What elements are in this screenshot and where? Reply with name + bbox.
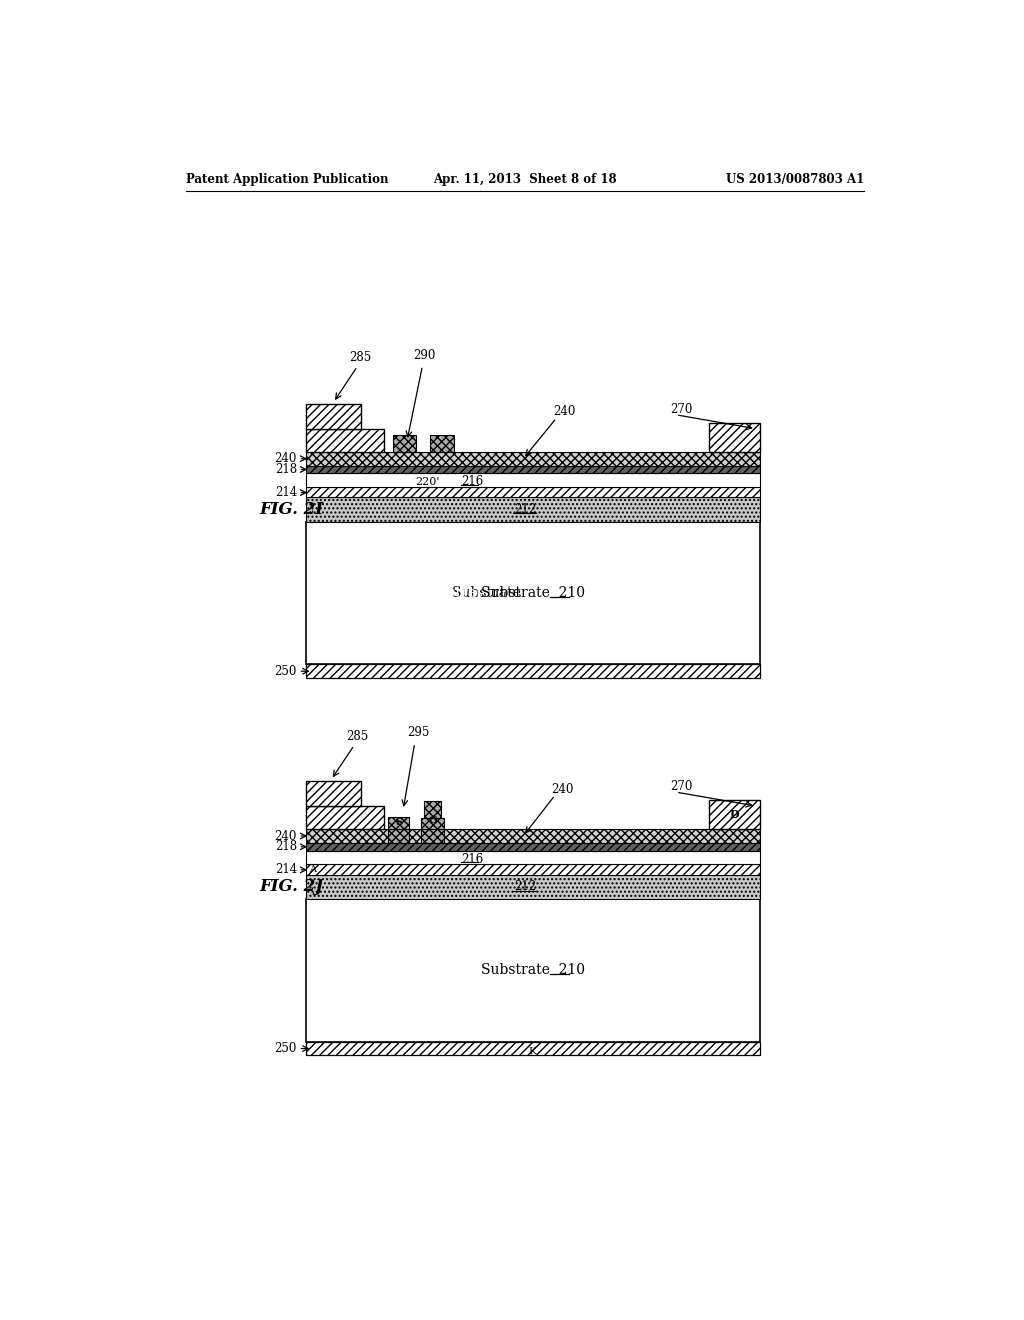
Text: 216: 216 — [461, 475, 483, 488]
Text: K: K — [528, 1047, 537, 1056]
Text: Substrate  210: Substrate 210 — [481, 586, 585, 601]
Text: 218: 218 — [274, 841, 297, 853]
Bar — [430, 434, 454, 451]
Bar — [306, 429, 384, 451]
Text: 214: 214 — [274, 486, 297, 499]
Text: Substrate: Substrate — [452, 586, 525, 601]
Bar — [306, 521, 760, 664]
Text: A: A — [308, 865, 315, 874]
Text: Substrate  210: Substrate 210 — [421, 586, 525, 601]
Bar — [306, 899, 760, 1041]
Text: FIG. 2I: FIG. 2I — [260, 502, 324, 517]
Bar — [421, 829, 444, 843]
Text: 250: 250 — [274, 1041, 297, 1055]
Bar — [306, 466, 760, 474]
Bar — [306, 664, 760, 678]
Text: 216: 216 — [461, 853, 483, 866]
Text: Apr. 11, 2013  Sheet 8 of 18: Apr. 11, 2013 Sheet 8 of 18 — [433, 173, 616, 186]
Text: 212: 212 — [514, 503, 536, 516]
Bar — [388, 829, 410, 843]
Text: 270: 270 — [671, 403, 693, 416]
Bar — [306, 498, 760, 521]
Bar — [306, 404, 360, 429]
Text: G: G — [428, 816, 437, 825]
Bar — [306, 875, 760, 899]
Text: 285: 285 — [349, 351, 372, 364]
Bar — [393, 434, 417, 451]
Text: D: D — [729, 809, 739, 820]
Bar — [306, 474, 760, 487]
Bar — [710, 422, 760, 451]
Text: 285: 285 — [346, 730, 369, 743]
Text: 270: 270 — [671, 780, 693, 793]
Bar — [388, 817, 410, 829]
Text: FIG. 2J: FIG. 2J — [260, 878, 324, 895]
Bar — [306, 843, 760, 850]
Text: Patent Application Publication: Patent Application Publication — [186, 173, 389, 186]
Bar — [306, 829, 760, 843]
Text: 240: 240 — [274, 453, 297, 465]
Text: US 2013/0087803 A1: US 2013/0087803 A1 — [726, 173, 864, 186]
Bar — [421, 818, 444, 829]
Text: 212: 212 — [514, 880, 536, 894]
Bar — [306, 451, 760, 466]
Bar — [306, 487, 760, 498]
Bar — [424, 801, 441, 818]
Text: 295: 295 — [407, 726, 429, 739]
Text: 240: 240 — [551, 783, 573, 796]
Text: 240: 240 — [274, 829, 297, 842]
Text: S: S — [395, 818, 402, 828]
Text: Substrate  210: Substrate 210 — [481, 964, 585, 977]
Text: 240: 240 — [553, 405, 575, 418]
Text: 218: 218 — [274, 463, 297, 477]
Bar — [306, 1041, 760, 1056]
Text: 220': 220' — [415, 477, 439, 487]
Text: 250: 250 — [274, 665, 297, 677]
Bar — [306, 850, 760, 865]
Bar — [306, 865, 760, 875]
Bar — [306, 781, 360, 807]
Text: 214: 214 — [274, 863, 297, 876]
Bar — [710, 800, 760, 829]
Bar — [306, 807, 384, 829]
Text: 290: 290 — [414, 348, 435, 362]
